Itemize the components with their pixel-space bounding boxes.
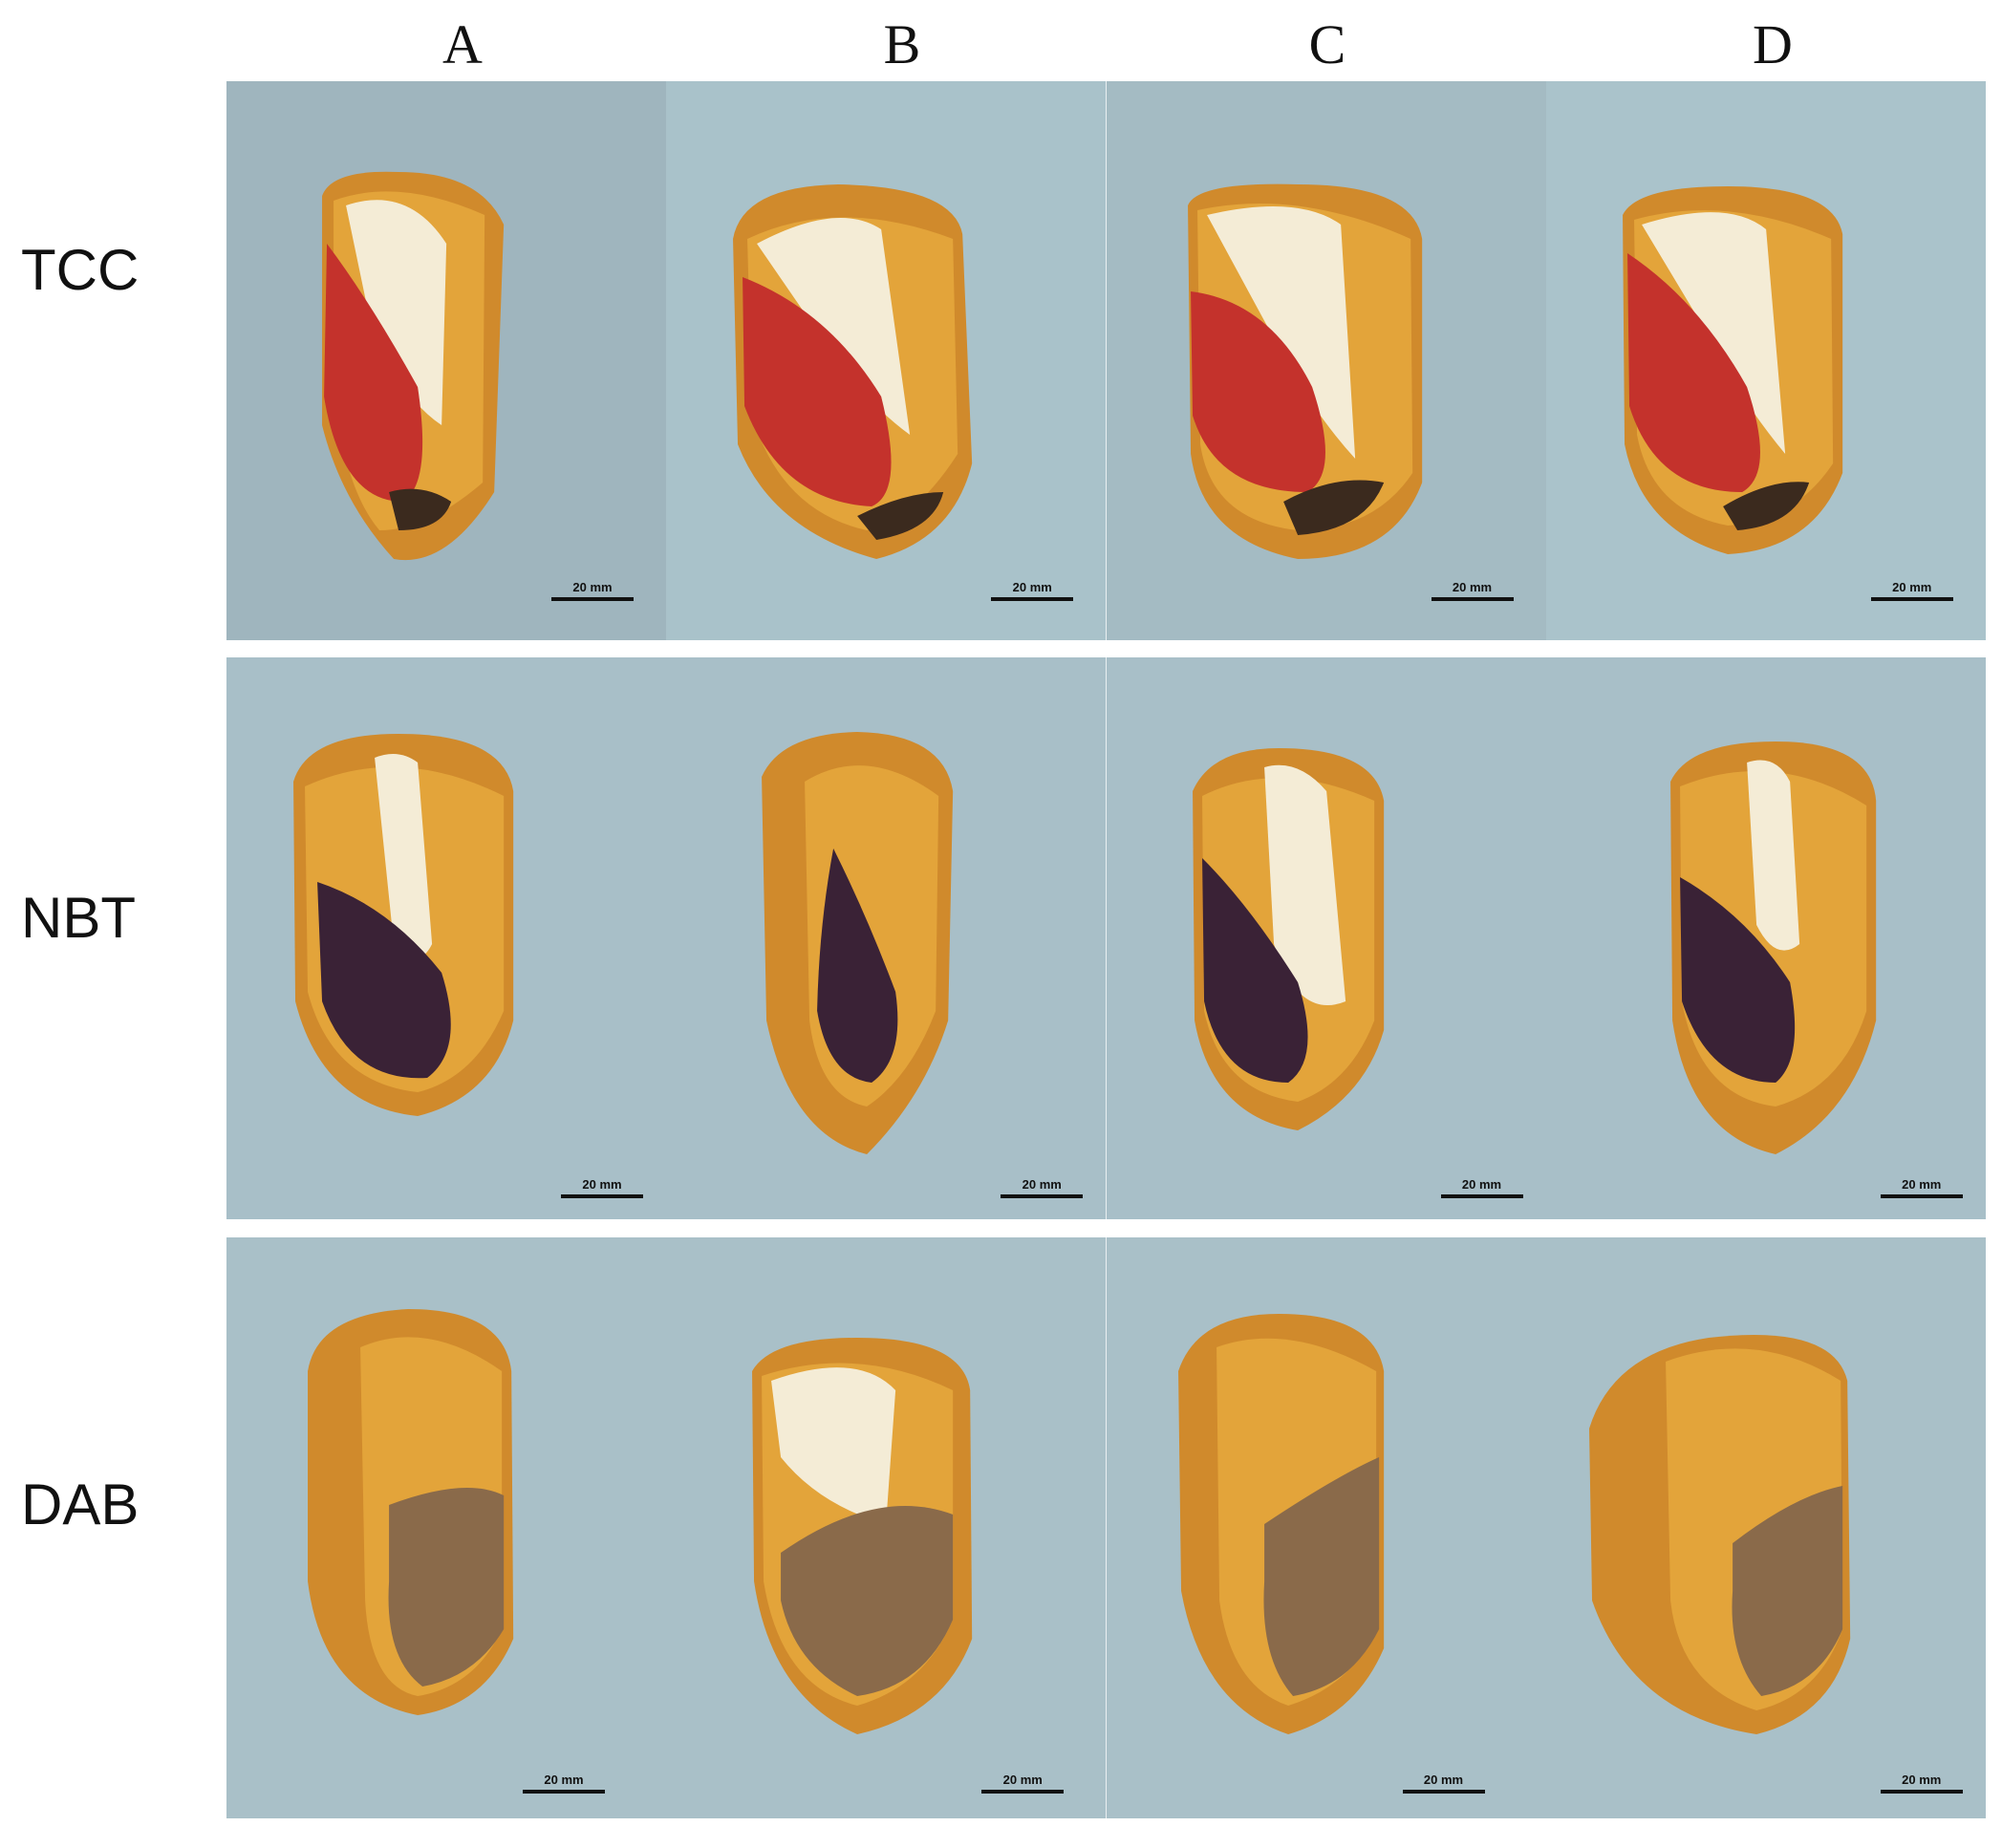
column-label-c: C: [1308, 13, 1346, 75]
column-label-a: A: [442, 13, 483, 75]
kernel-image: [666, 1237, 1107, 1818]
row-label-tcc: TCC: [21, 238, 140, 302]
scale-bar: 20 mm: [1402, 1773, 1485, 1794]
kernel-image: [226, 657, 667, 1219]
tcc-panel-c: 20 mm: [1106, 81, 1546, 640]
kernel-image: [1545, 81, 1986, 640]
scale-bar: 20 mm: [551, 580, 634, 601]
scale-bar: 20 mm: [991, 580, 1074, 601]
nbt-panel-d: 20 mm: [1545, 657, 1986, 1219]
column-label-b: B: [883, 13, 921, 75]
row-label-dab: DAB: [21, 1472, 140, 1536]
dab-panel-b: 20 mm: [666, 1237, 1107, 1818]
dab-panel-d: 20 mm: [1545, 1237, 1986, 1818]
scale-bar: 20 mm: [981, 1773, 1065, 1794]
kernel-image: [1106, 81, 1546, 640]
kernel-image: [1106, 657, 1546, 1219]
tcc-panel-b: 20 mm: [666, 81, 1107, 640]
scale-bar: 20 mm: [561, 1177, 643, 1198]
dab-panel-row: 20 mm 20 mm 20 mm 20 mm: [226, 1237, 1986, 1818]
kernel-image: [1106, 1237, 1546, 1818]
scale-bar: 20 mm: [523, 1773, 605, 1794]
kernel-image: [1545, 657, 1986, 1219]
scale-bar: 20 mm: [1001, 1177, 1084, 1198]
tcc-panel-d: 20 mm: [1545, 81, 1986, 640]
kernel-image: [226, 1237, 667, 1818]
nbt-panel-a: 20 mm: [226, 657, 667, 1219]
scale-bar: 20 mm: [1880, 1773, 1963, 1794]
tcc-panel-a: 20 mm: [226, 81, 667, 640]
scale-bar: 20 mm: [1880, 1177, 1963, 1198]
nbt-panel-b: 20 mm: [666, 657, 1107, 1219]
nbt-panel-c: 20 mm: [1106, 657, 1546, 1219]
column-label-d: D: [1753, 13, 1793, 75]
kernel-image: [226, 81, 667, 640]
tcc-panel-row: 20 mm 20 mm 20 mm: [226, 81, 1986, 640]
dab-panel-c: 20 mm: [1106, 1237, 1546, 1818]
scale-bar: 20 mm: [1870, 580, 1953, 601]
kernel-image: [666, 657, 1107, 1219]
nbt-panel-row: 20 mm 20 mm 20 mm 20 mm: [226, 657, 1986, 1219]
row-label-nbt: NBT: [21, 886, 136, 950]
scale-bar: 20 mm: [1431, 580, 1514, 601]
kernel-image: [666, 81, 1107, 640]
kernel-image: [1545, 1237, 1986, 1818]
scale-bar: 20 mm: [1440, 1177, 1523, 1198]
dab-panel-a: 20 mm: [226, 1237, 667, 1818]
